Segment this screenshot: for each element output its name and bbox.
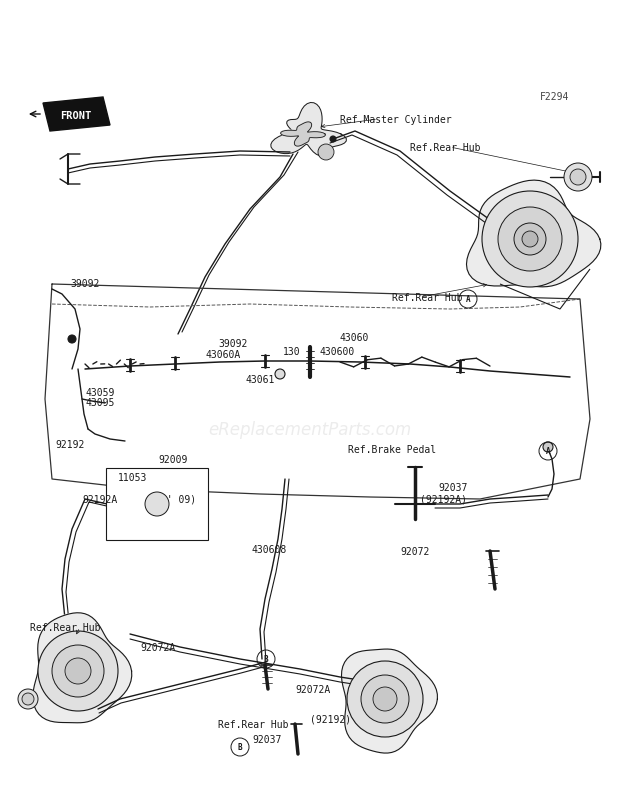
Text: 430608: 430608 — [252, 544, 287, 554]
Text: 43060: 43060 — [340, 333, 370, 342]
Text: 92072: 92072 — [400, 547, 430, 556]
Polygon shape — [466, 181, 601, 287]
Text: 43059: 43059 — [85, 388, 114, 397]
Text: (92192A): (92192A) — [420, 495, 467, 504]
Circle shape — [522, 232, 538, 247]
Text: F2294: F2294 — [540, 92, 569, 102]
Text: 43060A: 43060A — [205, 350, 241, 359]
Text: 39092: 39092 — [218, 338, 247, 349]
Circle shape — [65, 659, 91, 684]
Text: 92009: 92009 — [158, 454, 187, 465]
Text: Ref.Rear Hub: Ref.Rear Hub — [410, 143, 480, 152]
Text: A: A — [466, 295, 471, 304]
Text: 130: 130 — [283, 346, 301, 357]
Text: (~' 09): (~' 09) — [155, 495, 196, 504]
FancyBboxPatch shape — [106, 469, 208, 540]
Polygon shape — [33, 613, 132, 723]
Text: Ref.Brake Pedal: Ref.Brake Pedal — [348, 444, 436, 454]
Circle shape — [22, 693, 34, 705]
Circle shape — [498, 208, 562, 272]
Text: 92192: 92192 — [55, 440, 84, 449]
Text: 39092: 39092 — [70, 279, 99, 289]
Circle shape — [318, 145, 334, 161]
Text: 92072A: 92072A — [140, 642, 175, 652]
Polygon shape — [43, 98, 110, 132]
Text: 11053: 11053 — [118, 473, 148, 483]
Text: 92192A: 92192A — [82, 495, 117, 504]
Circle shape — [38, 631, 118, 711]
Circle shape — [275, 370, 285, 380]
Circle shape — [330, 137, 336, 143]
Circle shape — [347, 661, 423, 737]
Polygon shape — [271, 103, 347, 157]
Circle shape — [361, 676, 409, 723]
Circle shape — [564, 164, 592, 191]
Circle shape — [18, 689, 38, 709]
Text: Ref.Rear Hub: Ref.Rear Hub — [392, 293, 463, 303]
Text: 43095: 43095 — [85, 397, 114, 407]
Circle shape — [570, 169, 586, 186]
Polygon shape — [342, 650, 437, 753]
Text: B: B — [237, 743, 242, 752]
Text: 430600: 430600 — [320, 346, 355, 357]
Text: Ref.Rear Hub: Ref.Rear Hub — [30, 622, 100, 633]
Text: 92072A: 92072A — [295, 684, 330, 694]
Text: Ref.Rear Hub: Ref.Rear Hub — [218, 719, 288, 729]
Circle shape — [373, 687, 397, 711]
Circle shape — [482, 191, 578, 288]
Text: Ref.Master Cylinder: Ref.Master Cylinder — [340, 115, 451, 125]
Circle shape — [543, 443, 553, 453]
Text: 92037: 92037 — [252, 734, 281, 744]
Circle shape — [52, 646, 104, 697]
Polygon shape — [281, 122, 326, 147]
Circle shape — [145, 492, 169, 517]
Text: (92192): (92192) — [310, 714, 351, 724]
Text: A: A — [546, 447, 551, 456]
Circle shape — [514, 224, 546, 255]
Text: FRONT: FRONT — [60, 111, 92, 121]
Text: 92037: 92037 — [438, 483, 467, 492]
Text: 92072: 92072 — [370, 686, 399, 696]
Text: eReplacementParts.com: eReplacementParts.com — [208, 420, 412, 439]
Text: B: B — [264, 654, 268, 663]
Text: 43061: 43061 — [246, 375, 275, 384]
Circle shape — [68, 336, 76, 344]
